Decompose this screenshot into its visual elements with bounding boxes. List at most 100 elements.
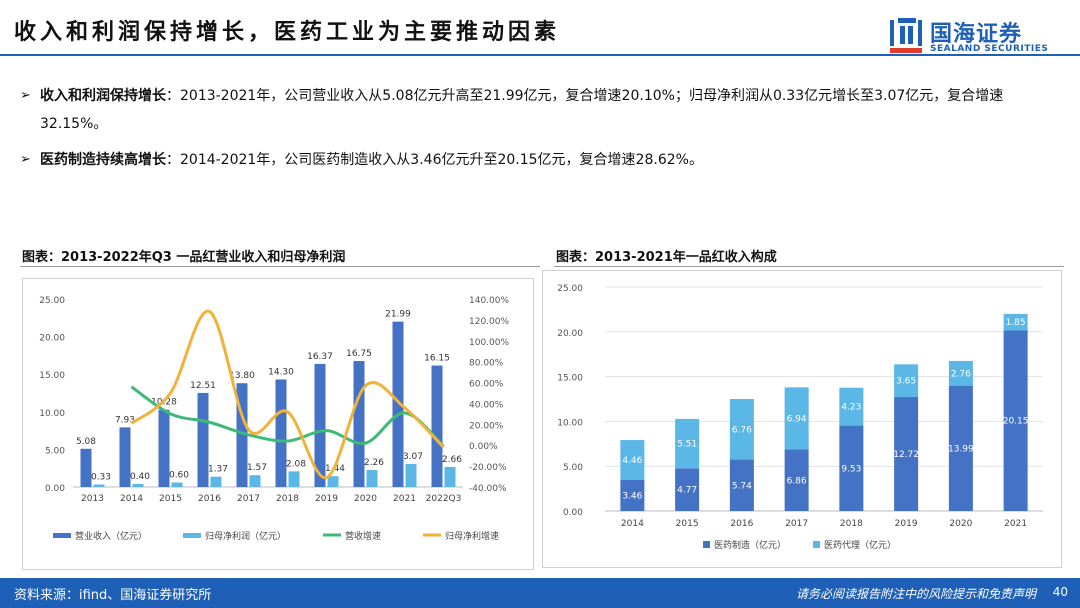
revenue-data-label: 5.08	[76, 437, 96, 447]
manufacturing-data-label: 13.99	[948, 444, 974, 454]
profit-bar	[132, 483, 144, 487]
footer-disclaimer: 请务必阅读报告附注中的风险提示和免责声明	[795, 587, 1036, 601]
agency-data-label: 6.76	[732, 425, 752, 435]
y2-tick-label: -40.00%	[469, 484, 507, 494]
bullet-heading: 收入和利润保持增长	[40, 88, 166, 104]
revenue-data-label: 7.93	[115, 415, 135, 425]
profit-data-label: 2.66	[442, 455, 462, 465]
profit-data-label: 1.44	[325, 464, 345, 474]
revenue-bar	[119, 427, 131, 487]
y-tick-label: 10.00	[557, 418, 583, 428]
y2-tick-label: 40.00%	[469, 400, 504, 410]
y2-tick-label: 20.00%	[469, 421, 504, 431]
agency-bar	[729, 399, 754, 460]
y-tick-label: 0.00	[563, 508, 583, 518]
y2-tick-label: 80.00%	[469, 359, 504, 369]
profit-data-label: 0.33	[91, 473, 111, 483]
revenue-data-label: 16.75	[346, 349, 372, 359]
revenue-data-label: 21.99	[385, 310, 411, 320]
agency-bar	[948, 360, 973, 386]
page-title: 收入和利润保持增长，医药工业为主要推动因素	[14, 20, 561, 45]
x-tick-label: 2019	[315, 494, 338, 504]
bullet-item: ➢ 收入和利润保持增长：2013-2021年，公司营业收入从5.08亿元升高至2…	[20, 82, 1070, 138]
agency-data-label: 5.51	[677, 440, 697, 450]
manufacturing-data-label: 3.46	[622, 491, 642, 501]
profit-growth-line	[130, 310, 445, 480]
x-tick-label: 2020	[949, 519, 972, 529]
agency-bar	[839, 387, 864, 426]
profit-data-label: 3.07	[403, 452, 423, 462]
legend-swatch	[813, 541, 820, 548]
logo-name-en: SEALAND SECURITIES	[930, 44, 1049, 54]
chart1-svg: 25.00 20.00 15.00 10.00 5.00 0.00 140.00% 120.0…	[39, 296, 509, 542]
manufacturing-bar	[784, 449, 809, 511]
x-tick-label: 2020	[354, 494, 377, 504]
profit-bar	[288, 471, 300, 487]
profit-bar	[444, 466, 456, 487]
bullet-item: ➢ 医药制造持续高增长：2014-2021年，公司医药制造收入从3.46亿元升至…	[20, 146, 1070, 174]
chart2-title: 图表：2013-2021年一品红收入构成	[556, 250, 777, 265]
revenue-growth-line	[130, 385, 445, 448]
chart2-svg: 25.00 20.00 15.00 10.00 5.00 0.00 3.46 4.46 2014…	[557, 284, 1043, 551]
agency-bar	[894, 364, 919, 398]
legend-label: 营收增速	[345, 530, 381, 542]
y-tick-label: 20.00	[39, 334, 65, 344]
profit-bar	[366, 470, 378, 487]
bullet-heading: 医药制造持续高增长	[40, 152, 166, 168]
y-tick-label: 0.00	[45, 484, 65, 494]
y-tick-label: 5.00	[45, 446, 65, 456]
y-tick-label: 15.00	[39, 371, 65, 381]
x-tick-label: 2017	[237, 494, 260, 504]
agency-data-label: 3.65	[896, 377, 916, 387]
x-tick-label: 2016	[730, 519, 753, 529]
profit-bar	[327, 476, 339, 487]
x-tick-label: 2014	[120, 494, 143, 504]
legend-label: 归母净利润（亿元）	[205, 530, 286, 542]
y-tick-label: 5.00	[563, 463, 583, 473]
manufacturing-bar	[839, 425, 864, 511]
y-tick-label: 10.00	[39, 409, 65, 419]
legend-swatch	[703, 541, 710, 548]
revenue-bar	[80, 448, 92, 487]
title-divider	[0, 54, 1080, 56]
x-tick-label: 2018	[276, 494, 299, 504]
manufacturing-data-label: 12.72	[893, 450, 919, 460]
chart2-panel: 25.00 20.00 15.00 10.00 5.00 0.00 3.46 4.46 2014…	[542, 270, 1062, 568]
y2-tick-label: 0.00%	[469, 442, 498, 452]
revenue-bar	[197, 392, 209, 487]
x-tick-label: 2021	[393, 494, 416, 504]
agency-data-label: 4.46	[622, 456, 642, 466]
footer-source: 资料来源：ifind、国海证券研究所	[14, 588, 212, 603]
y-tick-label: 25.00	[39, 296, 65, 306]
agency-bar	[1003, 313, 1028, 331]
x-tick-label: 2018	[840, 519, 863, 529]
agency-data-label: 6.94	[787, 414, 807, 424]
logo-mark-icon	[890, 18, 922, 53]
manufacturing-bar	[675, 468, 700, 511]
manufacturing-data-label: 20.15	[1003, 417, 1029, 427]
revenue-bar	[158, 409, 170, 487]
manufacturing-data-label: 4.77	[677, 486, 697, 496]
x-tick-label: 2022Q3	[426, 494, 462, 504]
y-tick-label: 25.00	[557, 284, 583, 294]
legend-label: 医药代理（亿元）	[824, 539, 896, 551]
legend-label: 医药制造（亿元）	[714, 539, 786, 551]
x-tick-label: 2019	[895, 519, 918, 529]
revenue-data-label: 16.37	[307, 352, 333, 362]
legend-label: 归母净利增速	[445, 530, 499, 542]
manufacturing-data-label: 9.53	[841, 464, 861, 474]
revenue-data-label: 12.51	[190, 381, 216, 391]
bullet-arrow-icon: ➢	[20, 152, 31, 167]
chart1-title-rule	[20, 266, 540, 267]
profit-data-label: 1.57	[247, 463, 267, 473]
revenue-bar	[353, 361, 365, 487]
bullet-text: ：2014-2021年，公司医药制造收入从3.46亿元升至20.15亿元，复合增…	[166, 152, 703, 168]
manufacturing-bar	[948, 385, 973, 511]
revenue-bar	[431, 365, 443, 487]
x-tick-label: 2013	[81, 494, 104, 504]
profit-data-label: 2.08	[286, 459, 306, 469]
revenue-bar	[236, 383, 248, 487]
chart1-title: 图表：2013-2022年Q3 一品红营业收入和归母净利润	[22, 250, 346, 265]
profit-bar	[405, 463, 417, 487]
agency-bar	[620, 440, 645, 480]
